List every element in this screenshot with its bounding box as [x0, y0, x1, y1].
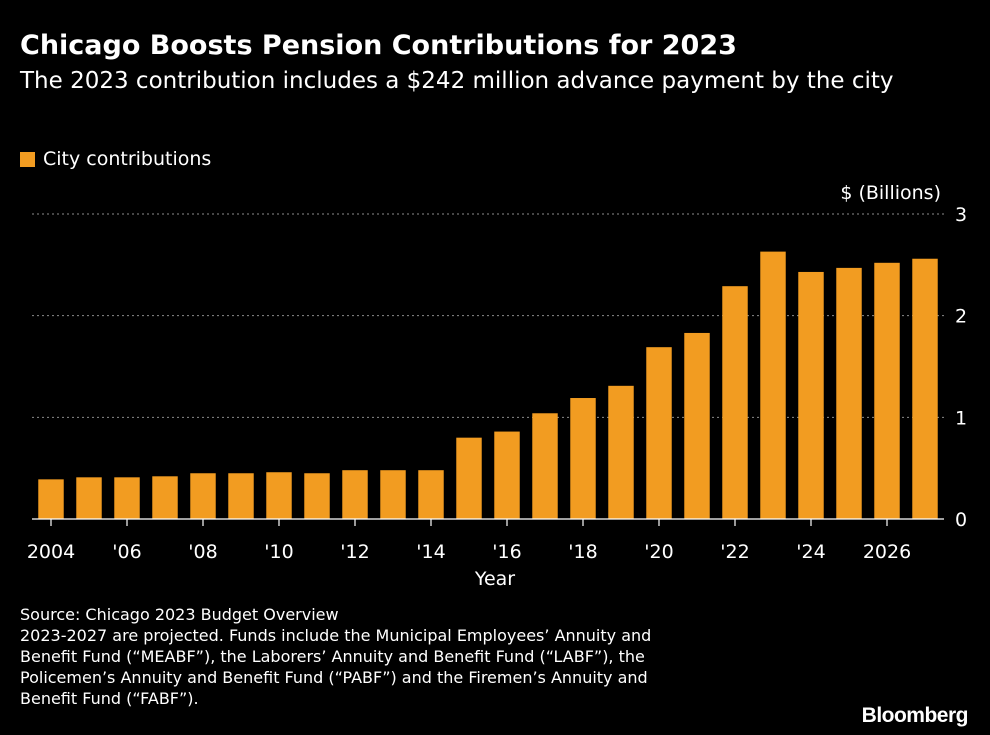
bar — [532, 413, 558, 519]
bar — [380, 470, 406, 519]
y-axis-label: $ (Billions) — [840, 182, 941, 204]
bar — [608, 385, 634, 519]
x-tick-label: 2004 — [27, 541, 75, 563]
footnote-line: Policemen’s Annuity and Benefit Fund (“P… — [20, 668, 648, 687]
bars — [32, 251, 944, 520]
legend: City contributions — [20, 148, 211, 170]
bar — [646, 347, 672, 519]
x-tick-label: '20 — [644, 541, 673, 563]
x-tick-label: '14 — [416, 541, 445, 563]
legend-swatch — [20, 151, 35, 167]
bloomberg-logo: Bloomberg — [861, 704, 969, 727]
footnote-line: Benefit Fund (“FABF”). — [20, 689, 199, 708]
bar — [798, 271, 824, 519]
x-axis-label: Year — [474, 568, 515, 590]
x-tick-label: '06 — [112, 541, 141, 563]
bar — [570, 398, 596, 519]
x-tick-label: '24 — [796, 541, 825, 563]
x-tick-label: '10 — [264, 541, 293, 563]
y-axis-ticks: 0 1 2 3 — [955, 204, 967, 531]
bar — [190, 473, 216, 519]
bar — [418, 470, 444, 519]
x-tick-label: 2026 — [863, 541, 911, 563]
bar — [456, 437, 482, 519]
chart-title: Chicago Boosts Pension Contributions for… — [20, 30, 737, 61]
bar — [836, 267, 862, 519]
bar — [152, 476, 178, 519]
x-axis-ticks: 2004 '06 '08 '10 '12 '14 '16 '18 '20 '22 '24 2026 — [27, 519, 911, 563]
bar — [38, 479, 64, 519]
bar — [342, 470, 368, 519]
bar — [684, 332, 710, 519]
bar — [912, 258, 938, 519]
bar — [304, 473, 330, 519]
bar — [228, 473, 254, 519]
bar — [114, 477, 140, 519]
legend-label: City contributions — [43, 148, 212, 170]
chart-subtitle: The 2023 contribution includes a $242 mi… — [20, 68, 894, 94]
x-tick-label: '16 — [492, 541, 521, 563]
grid-lines — [32, 213, 944, 418]
y-tick-label: 1 — [955, 407, 967, 429]
footnote-line: Benefit Fund (“MEABF”), the Laborers’ An… — [20, 647, 645, 666]
footnote-line: 2023-2027 are projected. Funds include t… — [20, 626, 652, 645]
x-tick-label: '18 — [568, 541, 597, 563]
y-tick-label: 0 — [955, 509, 967, 531]
bar — [494, 431, 520, 519]
bar — [266, 472, 292, 519]
bar — [760, 251, 786, 519]
bar — [76, 477, 102, 519]
bar — [874, 262, 900, 519]
footer: Source: Chicago 2023 Budget Overview 202… — [20, 604, 820, 709]
x-tick-label: '08 — [188, 541, 217, 563]
x-tick-label: '22 — [720, 541, 749, 563]
bar — [722, 286, 748, 519]
y-tick-label: 2 — [955, 306, 967, 328]
source-note: Source: Chicago 2023 Budget Overview — [20, 605, 339, 624]
x-tick-label: '12 — [340, 541, 369, 563]
y-tick-label: 3 — [955, 204, 967, 226]
